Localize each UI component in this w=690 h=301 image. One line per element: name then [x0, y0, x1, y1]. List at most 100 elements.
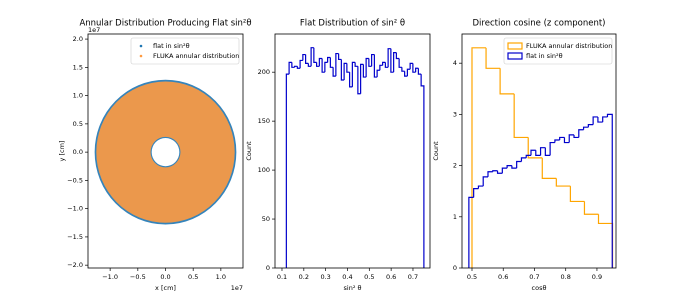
histogram-step — [583, 201, 599, 215]
histogram-step — [379, 64, 383, 71]
histogram-step — [343, 62, 347, 81]
legend-marker — [139, 44, 143, 48]
histogram-step — [335, 52, 339, 77]
histogram-step — [406, 68, 411, 77]
histogram-step — [409, 62, 413, 70]
histogram-step — [527, 137, 543, 159]
histogram-step — [327, 56, 331, 63]
histogram-step — [541, 157, 557, 179]
histogram-step — [371, 53, 375, 67]
histogram-step — [554, 139, 560, 143]
x-tick-label: 0.8 — [561, 273, 571, 281]
panel: Annular Distribution Producing Flat sin²… — [58, 19, 252, 293]
histogram-step — [471, 47, 487, 268]
histogram-step — [329, 57, 334, 68]
histogram-step — [506, 164, 512, 169]
y-tick-label: 2 — [453, 162, 457, 170]
y-tick-label: 2.0 — [73, 35, 83, 43]
histogram-step — [587, 124, 594, 128]
histogram-step — [360, 63, 364, 94]
x-offset-label: 1e7 — [231, 284, 243, 292]
x-tick-label: 1.0 — [216, 273, 226, 281]
histogram-step — [368, 58, 372, 67]
histogram-step — [420, 74, 425, 268]
panel-title: Direction cosine (z component) — [473, 19, 606, 29]
y-tick-label: 0 — [266, 264, 270, 272]
histogram-step — [520, 157, 527, 162]
y-tick-label: 100 — [258, 166, 270, 174]
histogram-step — [573, 134, 579, 139]
histogram-step — [321, 58, 325, 73]
histogram-step — [310, 47, 314, 67]
legend-label: FLUKA annular distribution — [526, 42, 612, 50]
histogram-step — [606, 113, 613, 268]
histogram-step — [387, 48, 391, 68]
histogram-step — [492, 170, 498, 172]
y-tick-label: 1.5 — [73, 63, 83, 71]
histogram-step — [296, 66, 301, 69]
histogram-step — [525, 154, 532, 158]
histogram-step — [482, 176, 488, 187]
histogram-step — [501, 167, 508, 174]
histogram-step — [473, 188, 479, 198]
histogram-step — [544, 147, 551, 156]
histogram-step — [417, 68, 422, 75]
histogram-step — [302, 53, 306, 61]
histogram-step — [549, 141, 555, 156]
histogram-step — [477, 185, 484, 189]
histogram-step — [401, 67, 405, 72]
histogram-step — [535, 150, 541, 156]
y-tick-label: 0.0 — [73, 148, 83, 156]
x-tick-label: 0.5 — [188, 273, 198, 281]
histogram-step — [357, 66, 361, 95]
y-tick-label: 0 — [453, 264, 457, 272]
annulus-points — [96, 81, 235, 223]
histogram-step — [354, 62, 358, 67]
histogram-step — [563, 137, 570, 144]
y-tick-label: 150 — [258, 117, 270, 125]
y-tick-label: −2.0 — [67, 261, 83, 269]
x-tick-label: 0.0 — [160, 273, 170, 281]
histogram-step — [390, 48, 394, 73]
histogram-step — [318, 57, 323, 67]
legend-box — [503, 37, 613, 65]
axes-frame — [461, 33, 617, 269]
y-tick-label: −1.0 — [67, 205, 83, 213]
histogram-step — [338, 53, 342, 61]
histogram-step — [362, 64, 367, 78]
x-tick-label: 0.7 — [408, 273, 418, 281]
histogram-step — [349, 72, 353, 88]
legend-box — [130, 37, 240, 65]
x-tick-label: −0.5 — [130, 273, 146, 281]
histogram-step — [307, 63, 312, 67]
panel-title: Flat Distribution of sin² θ — [300, 19, 405, 29]
histogram-step — [592, 116, 598, 125]
histogram-step — [324, 61, 328, 73]
panel-title: Annular Distribution Producing Flat sin²… — [79, 19, 251, 29]
y-offset-label: 1e7 — [88, 26, 100, 34]
y-tick-label: −0.5 — [67, 176, 83, 184]
histogram-step — [340, 59, 345, 81]
histogram-step — [569, 186, 585, 203]
histogram-step — [468, 196, 474, 268]
histogram-step — [485, 47, 501, 69]
y-tick-label: 3 — [453, 110, 457, 118]
legend-label: flat in sin²θ — [153, 42, 190, 50]
y-tick-label: −1.5 — [67, 233, 83, 241]
histogram-step — [516, 160, 522, 169]
x-axis-label: sin² θ — [344, 284, 362, 292]
histogram-step — [511, 165, 517, 169]
axes-frame — [87, 33, 244, 269]
panel: Direction cosine (z component) cosθ Count 0… — [432, 19, 617, 292]
panel: Flat Distribution of sin² θ sin² θ Count 0.… — [245, 19, 431, 292]
histogram-step — [294, 65, 298, 68]
axes-frame — [274, 33, 431, 269]
histogram-step — [602, 116, 608, 123]
histogram-step — [412, 63, 416, 73]
histogram-step — [382, 61, 386, 66]
x-tick-label: 0.4 — [342, 273, 352, 281]
legend-marker — [139, 54, 143, 58]
x-axis-label: x [cm] — [155, 284, 176, 292]
legend-swatch — [507, 52, 523, 60]
